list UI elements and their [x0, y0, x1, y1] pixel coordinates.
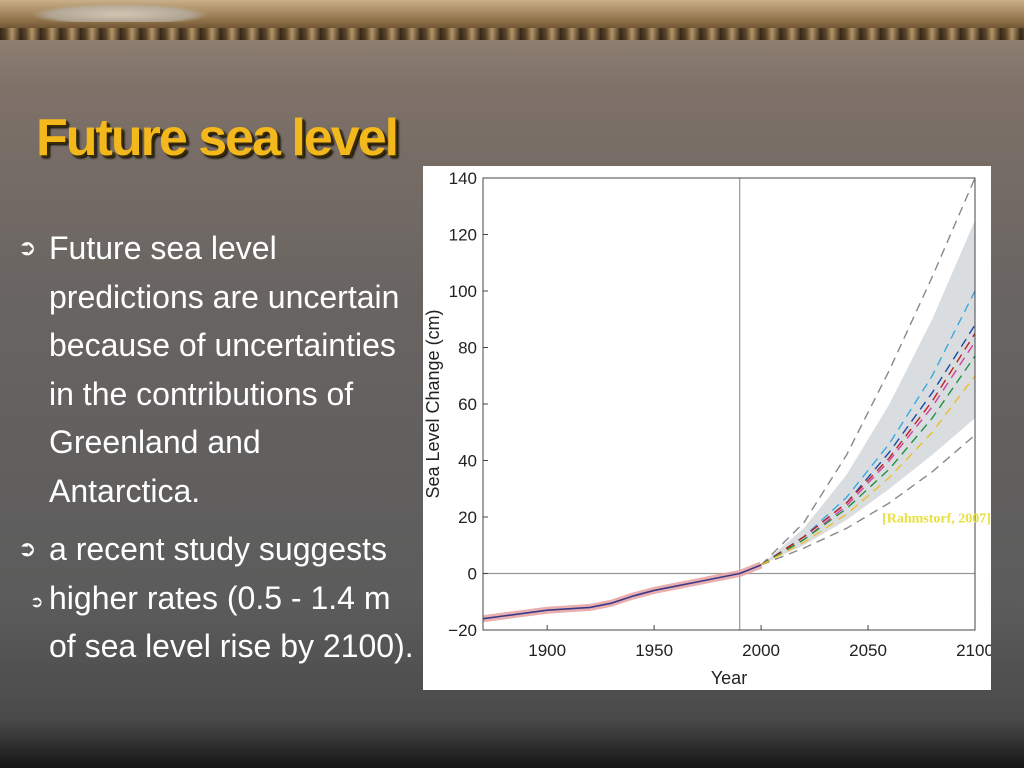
y-tick-label: 60 [458, 395, 477, 414]
scenario-line [760, 375, 976, 566]
y-tick-label: 40 [458, 452, 477, 471]
scenario-line [760, 341, 976, 566]
arrow-circle-icon: ➲ [30, 594, 44, 611]
y-tick-label: 80 [458, 339, 477, 358]
x-tick-label: 2050 [849, 641, 887, 660]
sea-level-chart: −20 0 20 40 60 80 100 120 140 1900 1950 2000 2050 210… [423, 166, 991, 690]
banner-clouds [30, 4, 210, 22]
x-tick-label: 1900 [528, 641, 566, 660]
bullet-item: ➲ a recent study suggests higher rates (… [14, 525, 414, 671]
x-tick-label: 2000 [742, 641, 780, 660]
arrow-circle-icon: ➲ [18, 536, 37, 561]
scenario-line [760, 333, 976, 566]
y-tick-label: 120 [449, 226, 477, 245]
y-tick-label: 140 [449, 169, 477, 188]
y-tick-label: 100 [449, 282, 477, 301]
citation-annotation: [Rahmstorf, 2007] [882, 512, 991, 527]
x-axis-title: Year [711, 668, 747, 688]
bullet-list: ➲ Future sea level predictions are uncer… [14, 224, 414, 681]
bullet-text: Future sea level predictions are uncerta… [49, 230, 400, 509]
scenario-line [760, 177, 976, 566]
y-tick-label: −20 [448, 621, 477, 640]
banner-torn-edge [0, 28, 1024, 40]
y-axis-title: Sea Level Change (cm) [423, 309, 443, 498]
bullet-item: ➲ Future sea level predictions are uncer… [14, 224, 414, 515]
x-tick-label: 1950 [635, 641, 673, 660]
chart-svg: −20 0 20 40 60 80 100 120 140 1900 1950 2000 2050 210… [423, 169, 991, 688]
y-tick-label: 20 [458, 508, 477, 527]
scenario-line [760, 434, 976, 566]
arrow-circle-icon: ➲ [18, 235, 37, 260]
x-tick-label: 2100 [956, 641, 991, 660]
top-banner [0, 0, 1024, 40]
scenario-line [760, 324, 976, 566]
slide-title: Future sea level [36, 109, 399, 167]
observed-line [482, 564, 762, 620]
scenario-line [760, 290, 976, 566]
sub-bullet-text: . [62, 595, 65, 606]
bullet-text: a recent study suggests higher rates (0.… [49, 531, 414, 664]
y-tick-label: 0 [468, 565, 477, 584]
